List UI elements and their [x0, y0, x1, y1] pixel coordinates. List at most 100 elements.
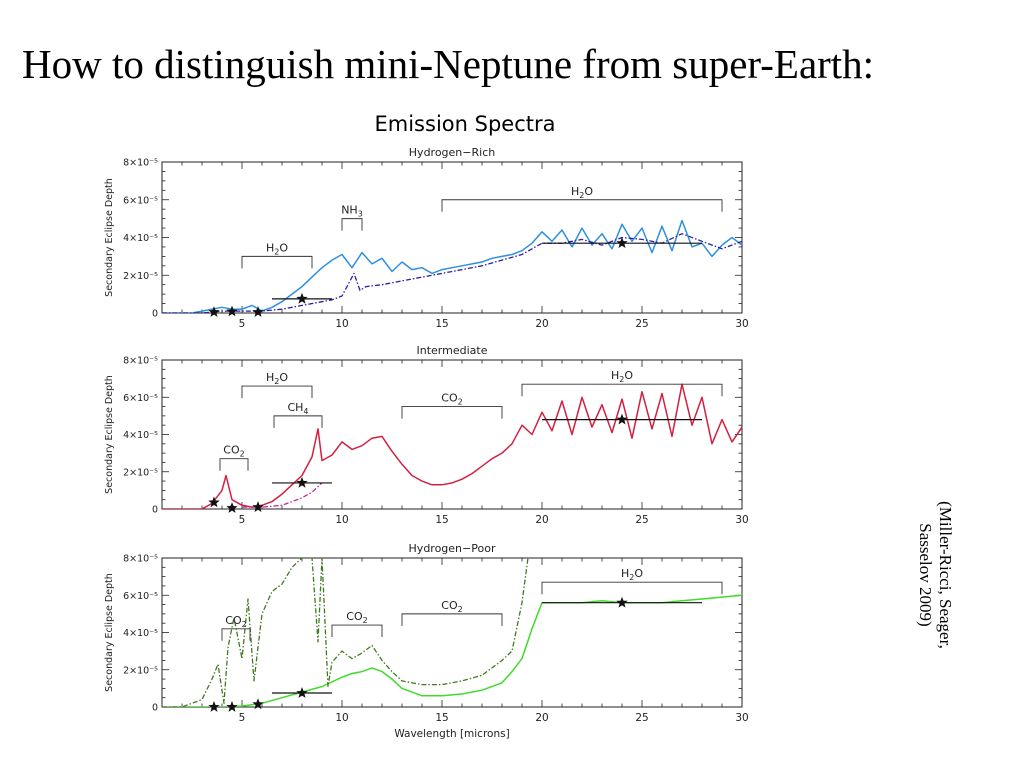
band-bracket: [331, 624, 383, 638]
x-tick-label: 30: [735, 318, 748, 330]
x-tick-label: 10: [335, 318, 348, 330]
band-label-base: CO: [346, 610, 363, 623]
x-tick-label: 20: [535, 712, 548, 724]
band-label-tail: O: [624, 369, 633, 382]
band-label-base: NH: [341, 204, 358, 217]
x-tick-label: 25: [635, 514, 648, 526]
band-label-subscript: 2: [274, 247, 279, 256]
band-bracket: [401, 613, 503, 626]
x-tick-label: 25: [635, 712, 648, 724]
y-tick-label: 4×10⁻⁵: [123, 233, 158, 244]
band-label: CO2: [223, 444, 244, 459]
x-tick-label: 20: [535, 318, 548, 330]
band-label: H2O: [571, 185, 593, 200]
y-tick-label: 0: [152, 703, 158, 714]
binned-point-star: [208, 306, 220, 317]
spectrum-line-dashdot: [162, 233, 742, 313]
band-label: H2O: [266, 371, 288, 386]
spectrum-panel: Hydrogen−Poor Secondary Eclipse Depth 5 10 1…: [104, 542, 749, 740]
y-tick-label: 2×10⁻⁵: [123, 665, 158, 676]
binned-point-star: [208, 496, 220, 508]
band-label-subscript: 2: [363, 616, 368, 625]
band-label: H2O: [611, 369, 633, 384]
panel-title: Hydrogen−Rich: [409, 146, 495, 159]
x-tick-label: 30: [735, 514, 748, 526]
x-tick-label: 20: [535, 514, 548, 526]
x-tick-label: 10: [335, 712, 348, 724]
x-tick-label: 30: [735, 712, 748, 724]
band-label-tail: O: [634, 567, 643, 580]
binned-point-star: [252, 501, 264, 512]
x-tick-label: 10: [335, 514, 348, 526]
band-label: CO2: [225, 614, 246, 629]
band-label-base: H: [266, 241, 274, 254]
band-label-base: H: [611, 369, 619, 382]
x-axis-label: Wavelength [microns]: [394, 728, 509, 740]
spectrum-line-dashdot: [242, 482, 323, 508]
band-label-subscript: 2: [274, 377, 279, 386]
x-tick-label: 5: [239, 318, 246, 330]
series-group: [162, 558, 742, 707]
y-axis-label: Secondary Eclipse Depth: [104, 573, 115, 692]
y-tick-label: 0: [152, 309, 158, 320]
band-label-subscript: 2: [579, 191, 584, 200]
band-label-subscript: 2: [242, 620, 247, 629]
band-label-tail: O: [279, 241, 288, 254]
y-tick-label: 8×10⁻⁵: [123, 554, 158, 565]
y-tick-label: 8×10⁻⁵: [123, 158, 158, 169]
spectrum-line-dashdot: [162, 558, 529, 707]
band-bracket: [241, 385, 313, 399]
band-label-base: CO: [441, 599, 458, 612]
band-label-tail: O: [584, 185, 593, 198]
band-bracket: [341, 218, 363, 231]
binned-point-star: [616, 413, 628, 425]
spectrum-line: [162, 219, 742, 313]
band-label-base: CH: [287, 401, 303, 414]
band-bracket: [219, 458, 249, 471]
panel-title: Hydrogen−Poor: [409, 542, 496, 555]
band-bracket: [273, 415, 323, 428]
band-label-subscript: 3: [358, 210, 363, 219]
slide-title: How to distinguish mini-Neptune from sup…: [22, 41, 875, 87]
band-label-subscript: 4: [303, 407, 308, 416]
band-label: CH4: [287, 401, 308, 416]
band-label-base: CO: [225, 614, 242, 627]
band-label-subscript: 2: [458, 398, 463, 407]
band-label-base: H: [571, 185, 579, 198]
binned-point-star: [208, 701, 220, 712]
binned-point-star: [296, 476, 308, 488]
band-label-base: H: [621, 567, 629, 580]
y-tick-label: 6×10⁻⁵: [123, 393, 158, 404]
binned-point-star: [252, 698, 264, 710]
y-tick-label: 6×10⁻⁵: [123, 591, 158, 602]
band-label: H2O: [621, 567, 643, 582]
y-tick-label: 8×10⁻⁵: [123, 356, 158, 367]
band-label: CO2: [441, 599, 462, 614]
binned-point-star: [252, 306, 264, 317]
x-tick-label: 15: [435, 318, 448, 330]
band-bracket: [221, 628, 251, 641]
binned-point-star: [226, 701, 238, 712]
binned-point-star: [296, 292, 308, 304]
band-label-subscript: 2: [629, 573, 634, 582]
binned-point-star: [616, 237, 628, 248]
band-bracket: [441, 199, 723, 212]
band-bracket: [241, 255, 313, 269]
band-label: NH3: [341, 204, 363, 219]
binned-point-star: [226, 502, 238, 513]
plot-frame: [161, 161, 743, 314]
x-tick-label: 15: [435, 514, 448, 526]
series-group: [162, 219, 742, 313]
band-label: CO2: [441, 392, 462, 407]
band-label-base: H: [266, 371, 274, 384]
x-tick-label: 25: [635, 318, 648, 330]
spectrum-line: [162, 594, 742, 707]
x-tick-label: 5: [239, 712, 246, 724]
y-tick-label: 2×10⁻⁵: [123, 467, 158, 478]
y-tick-label: 6×10⁻⁵: [123, 195, 158, 206]
y-tick-label: 4×10⁻⁵: [123, 430, 158, 441]
spectrum-panel: Intermediate Secondary Eclipse Depth 5 10 15…: [104, 344, 749, 526]
band-label: H2O: [266, 241, 288, 256]
plot-frame: [161, 557, 743, 708]
